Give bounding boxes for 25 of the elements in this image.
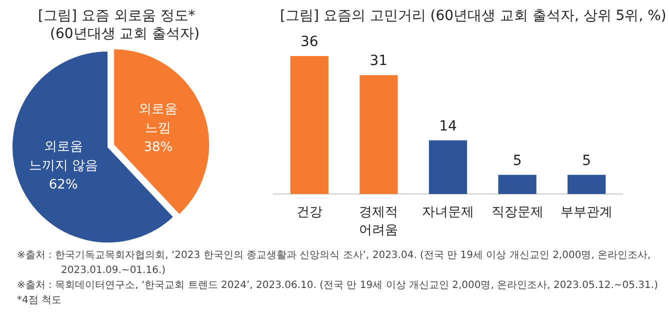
x-tick-label: 경제적 어려움 [359,205,398,238]
bar [498,174,536,194]
chart-subtitle: (60년대생 교회 출석자) [50,26,200,42]
slice-label: 외로움 느끼지 않음 [28,140,98,174]
data-label: 38% [144,140,173,156]
x-tick-label: 부부관계 [560,205,613,220]
bar [360,75,398,194]
bar [428,140,468,194]
bar [290,56,328,194]
x-tick-label: 건강 [296,205,322,220]
data-label: 36 [300,34,318,50]
x-tick-label: 자녀문제 [422,205,474,220]
data-label: 5 [512,152,522,169]
text: ※출처 : 목회데이터연구소, ‘한국교회 트렌드 2024’, 2023.06.10. (전국 만 19세 이상 개신교인 2,000명, 온라인조사, 2023.05.12.~05.31.) [17,280,658,291]
chart-title: [그림] 요즘의 고민거리 (60년대생 교회 출석자, 상위 5위, %) [280,8,666,24]
slice-label: 외로움 느낌 [138,102,178,136]
data-label: 31 [370,53,388,70]
data-label: 14 [439,118,457,134]
text: *4점 척도 [17,295,62,306]
data-label: 5 [582,152,592,169]
bar [568,174,606,194]
chart-title: [그림] 요즘 외로움 정도* [38,8,196,24]
data-label: 62% [48,178,78,193]
x-tick-label: 직장문제 [491,205,544,220]
text: ※출처 : 한국기독교목회자협의회, ‘2023 한국인의 종교생활과 신앙의식 조사’, 2023.04. (전국 만 19세 이상 개신교인 2,000명, 온라인조사, 2023.01.09.~01.16.) [17,250,651,276]
